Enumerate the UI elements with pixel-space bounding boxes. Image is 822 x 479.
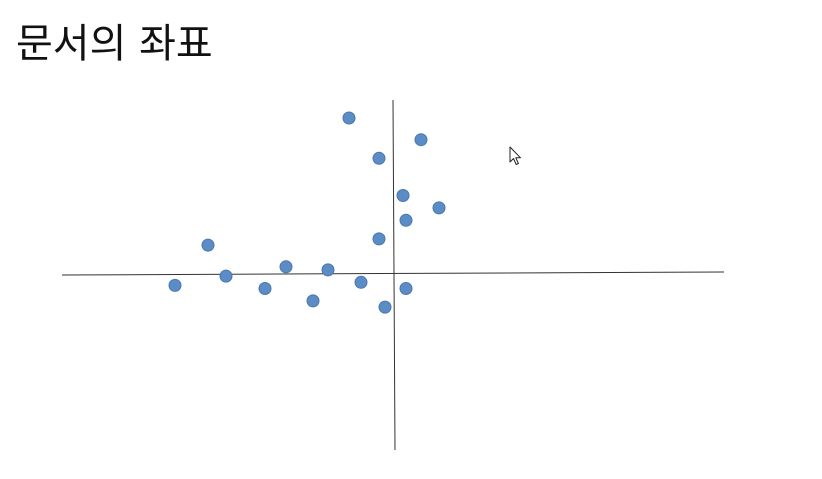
scatter-point-10: [321, 263, 335, 277]
scatter-point-5: [432, 201, 446, 215]
scatter-point-3: [414, 133, 428, 147]
scatter-point-17: [378, 300, 392, 314]
scatter-point-4: [396, 189, 410, 202]
scatter-point-9: [279, 260, 293, 274]
scatter-point-14: [354, 275, 368, 289]
scatter-point-6: [399, 213, 413, 227]
y-axis: [392, 99, 396, 451]
scatter-point-2: [372, 151, 386, 165]
scatter-point-16: [306, 294, 320, 308]
scatter-point-8: [201, 238, 215, 252]
x-axis: [61, 271, 725, 276]
data-points: [168, 111, 446, 314]
page-title: 문서의 좌표: [16, 21, 213, 67]
scatter-point-15: [399, 282, 413, 295]
scatter-point-12: [168, 278, 182, 292]
scatter-point-11: [219, 269, 233, 283]
scatter-point-7: [372, 232, 386, 246]
scatter-point-1: [342, 111, 356, 125]
mouse-pointer-icon: [509, 146, 521, 165]
scatter-point-13: [258, 282, 272, 295]
